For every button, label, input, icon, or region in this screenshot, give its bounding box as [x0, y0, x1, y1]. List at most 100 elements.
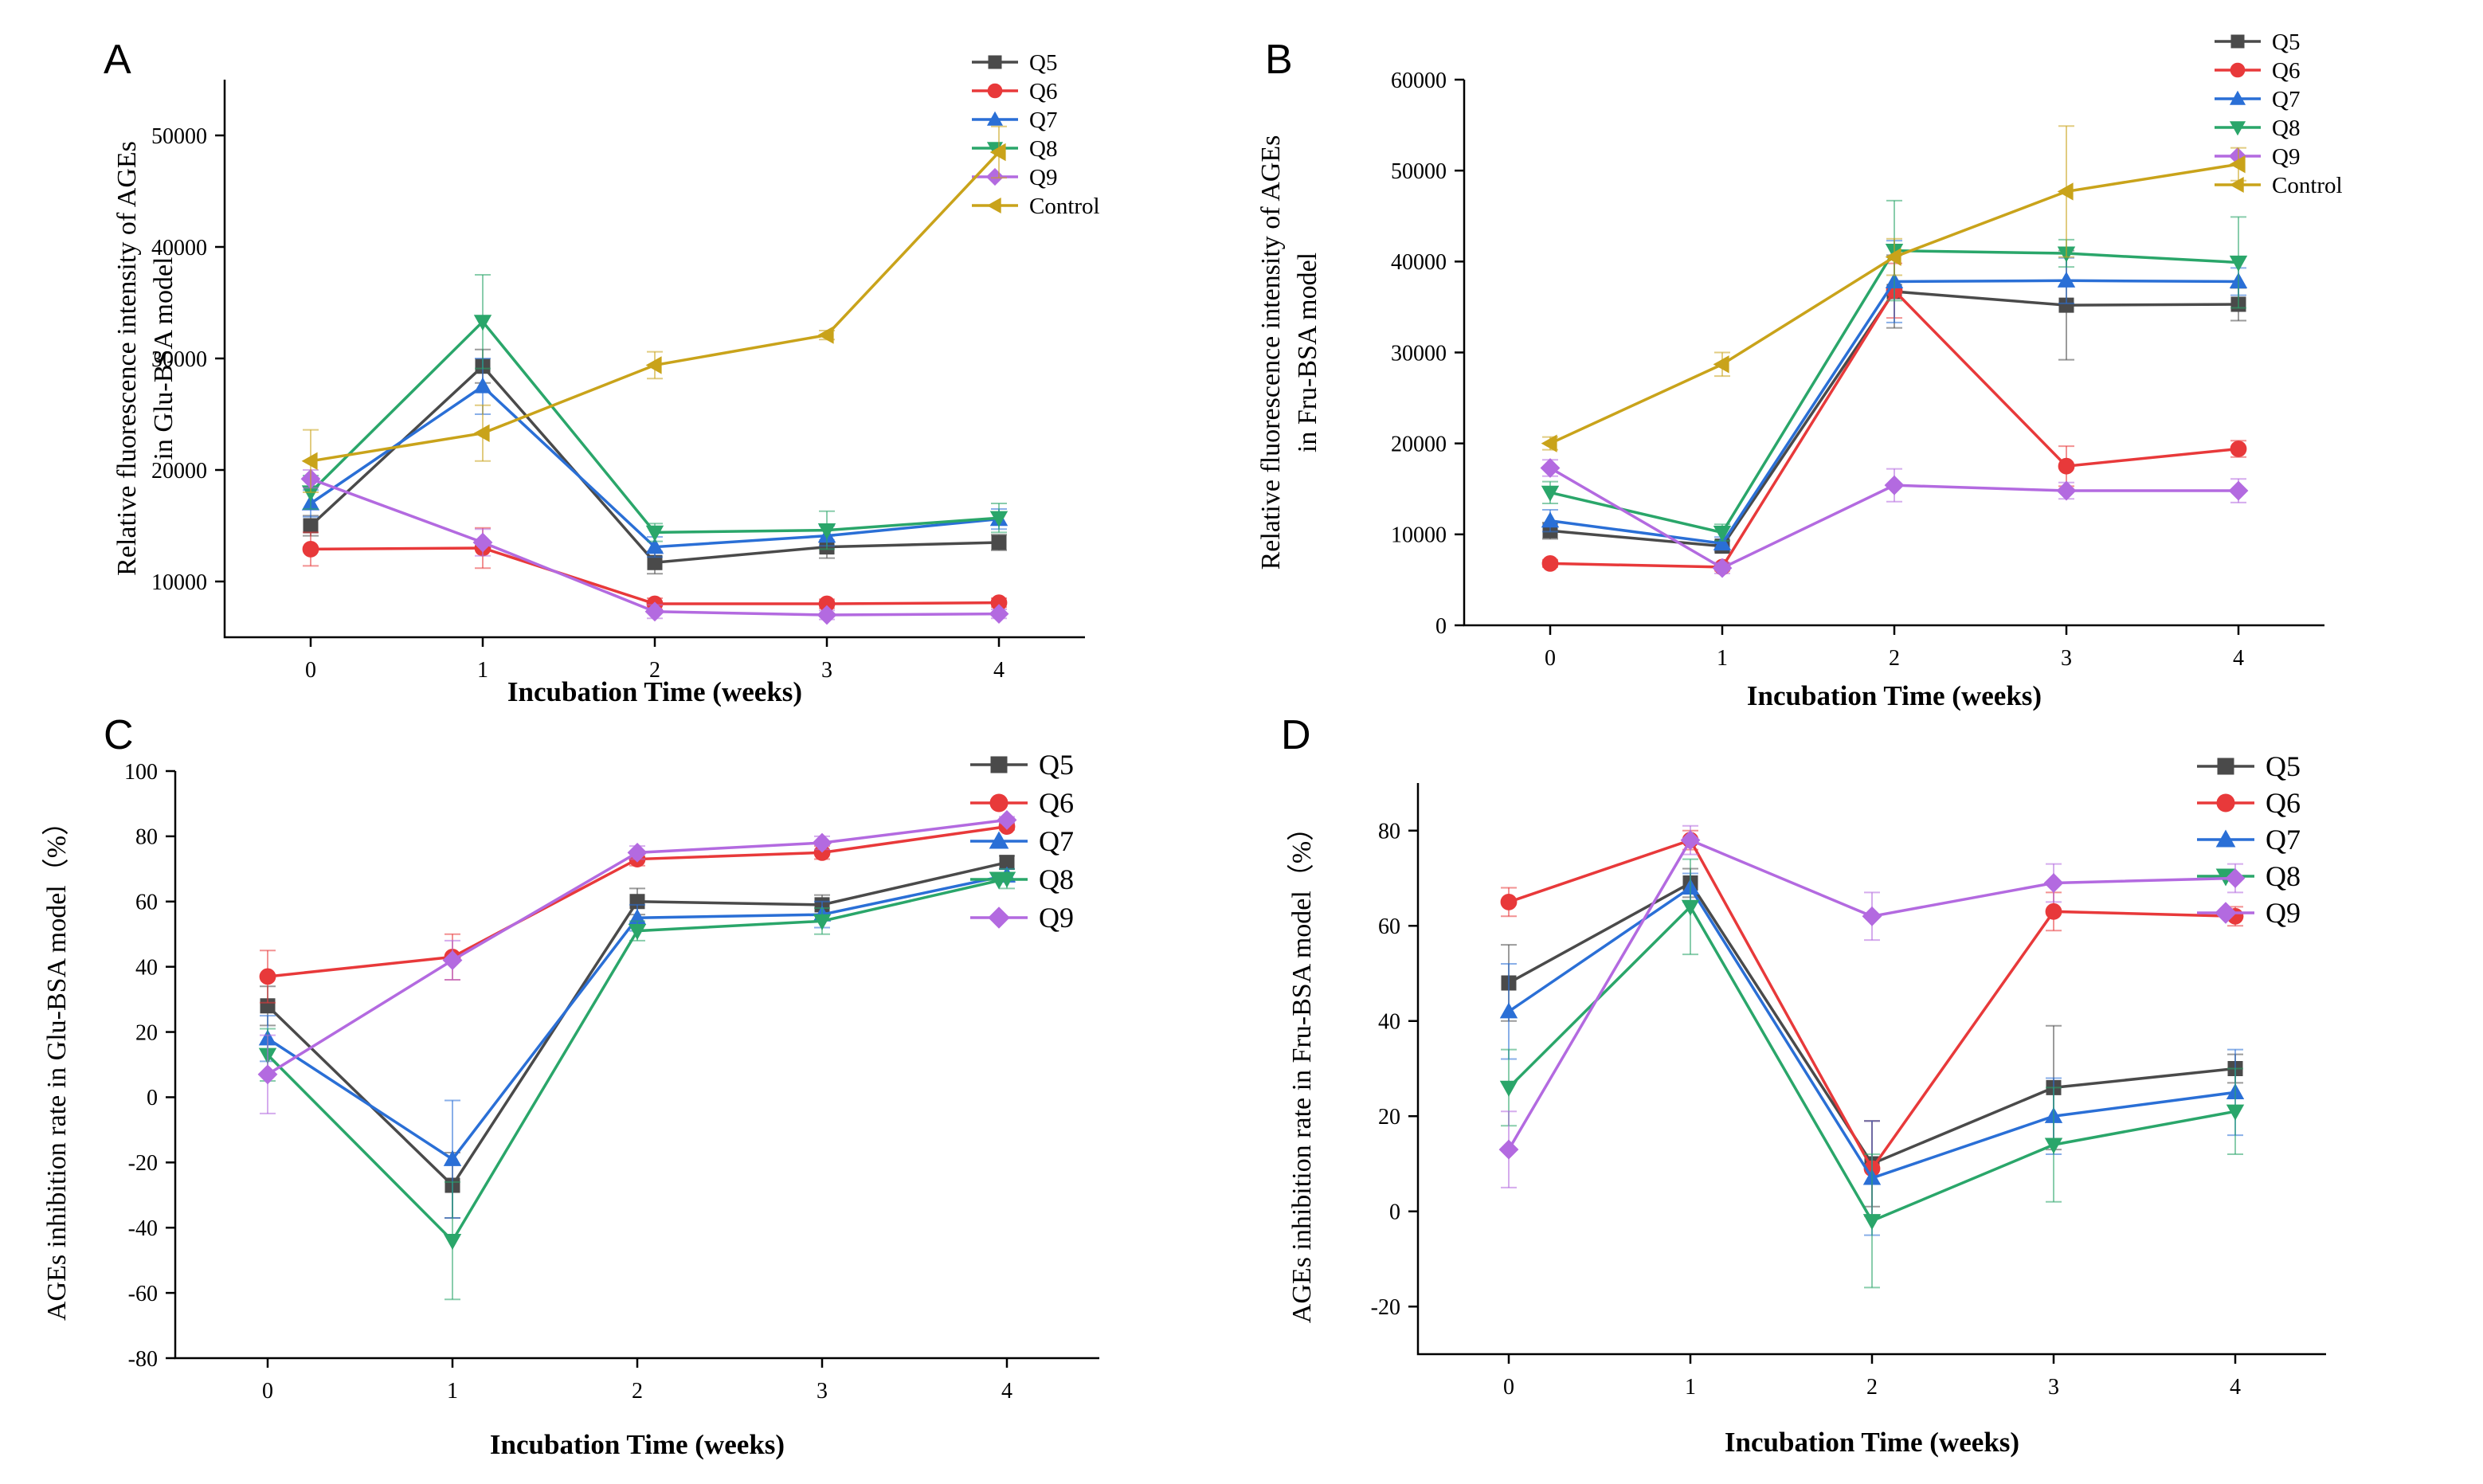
y-tick-label: 0: [1389, 1200, 1400, 1225]
x-tick-label: 3: [817, 1379, 828, 1404]
data-point-q7: [473, 377, 492, 394]
data-point-q6: [1541, 554, 1559, 572]
series-q9: [1498, 824, 2246, 1188]
data-point-q8: [628, 924, 647, 941]
series-q8: [301, 274, 1008, 550]
data-point-control: [989, 143, 1006, 162]
legend-marker: [989, 793, 1008, 812]
data-point-q8: [1541, 485, 1560, 502]
legend-label: Q7: [2272, 87, 2300, 112]
data-point-q9: [1712, 558, 1733, 578]
data-point-q5: [647, 554, 663, 570]
x-tick-label: 4: [993, 658, 1005, 683]
data-point-q8: [1713, 525, 1732, 542]
data-point-q7: [1499, 1002, 1518, 1019]
legend-label: Q7: [1029, 108, 1057, 133]
data-point-control: [645, 356, 662, 374]
legend-label: Q9: [2272, 144, 2300, 170]
y-tick-label: 20: [135, 1020, 158, 1045]
chart-panel-b: B 0 10000 20000 30000 40000 50000 60000 0 1 2 3 4 Inc…: [1256, 29, 2343, 711]
legend-marker: [2216, 793, 2235, 812]
legend-label: Q5: [2272, 29, 2300, 55]
x-tick-label: 0: [305, 658, 316, 683]
x-axis-title: Incubation Time (weeks): [490, 1429, 785, 1460]
chart-panel-a: A 10000 20000 30000 40000 50000 0 1 2 3 4 Incubatio…: [104, 37, 1100, 707]
x-tick-label: 2: [649, 658, 660, 683]
data-point-q7: [645, 538, 664, 554]
x-tick-label: 3: [821, 658, 832, 683]
x-tick-label: 0: [262, 1379, 273, 1404]
series-control: [1541, 125, 2246, 452]
data-point-q6: [2045, 903, 2062, 920]
legend-marker: [990, 756, 1008, 773]
x-axis-title: Incubation Time (weeks): [1747, 680, 2042, 711]
panel-label: A: [104, 37, 131, 83]
y-tick-label: 10000: [151, 570, 207, 595]
x-tick-label: 0: [1545, 646, 1556, 671]
y-tick-label: 0: [147, 1086, 158, 1110]
legend-marker: [985, 167, 1005, 186]
series-control: [301, 125, 1007, 493]
data-point-q7: [443, 1149, 462, 1166]
legend-label: Q5: [1029, 50, 1057, 76]
x-tick-label: 2: [1866, 1375, 1878, 1400]
legend-label: Q9: [1039, 902, 1074, 934]
y-tick-label: 60000: [1391, 69, 1447, 93]
legend-marker: [2229, 176, 2244, 194]
data-point-q8: [1681, 899, 1700, 916]
x-tick-label: 3: [2061, 646, 2072, 671]
x-tick-label: 1: [447, 1379, 458, 1404]
legend-label: Q9: [1029, 165, 1057, 190]
data-point-control: [1541, 434, 1557, 452]
data-point-q8: [989, 511, 1008, 527]
y-tick-label: 0: [1435, 614, 1447, 639]
legend-label: Q6: [2266, 787, 2301, 819]
data-point-control: [1885, 248, 1901, 266]
data-point-q9: [472, 532, 493, 553]
x-tick-label: 1: [1717, 646, 1728, 671]
panel-label: D: [1281, 712, 1311, 758]
axis-frame: [1463, 80, 2324, 627]
legend-marker: [986, 197, 1001, 214]
y-tick-label: 30000: [1391, 341, 1447, 366]
y-tick-label: 20000: [1391, 432, 1447, 456]
data-point-q8: [2044, 1137, 2063, 1154]
series-line-q6: [1549, 288, 2239, 569]
y-tick-label: 60: [1378, 914, 1400, 939]
y-tick-label: 20: [1378, 1105, 1400, 1130]
series-line-control: [310, 151, 1001, 463]
series-q9: [300, 468, 1009, 625]
legend-label: Q9: [2266, 897, 2301, 929]
data-point-q6: [2230, 441, 2247, 457]
x-tick-label: 1: [477, 658, 488, 683]
data-point-q8: [473, 315, 492, 331]
x-tick-label: 3: [2048, 1375, 2059, 1400]
data-point-q9: [1540, 458, 1561, 478]
y-tick-label: -40: [128, 1216, 158, 1241]
data-point-q9: [817, 605, 837, 625]
data-point-control: [2229, 155, 2246, 174]
y-tick-label: 40000: [151, 236, 207, 260]
legend-label: Q8: [2266, 860, 2301, 892]
y-tick-label: 30000: [151, 347, 207, 372]
y-tick-label: 10000: [1391, 523, 1447, 548]
data-point-q7: [1713, 534, 1732, 550]
legend-marker: [989, 871, 1009, 890]
series-line-q6: [1508, 838, 2236, 1172]
data-point-q5: [991, 534, 1007, 550]
data-point-q8: [443, 1234, 462, 1250]
legend-marker: [2215, 829, 2236, 848]
data-point-q5: [303, 518, 319, 534]
data-point-q6: [1500, 893, 1518, 910]
y-axis-title: AGEs inhibition rate in Glu-BSA model（%）: [41, 809, 72, 1321]
data-point-q6: [302, 541, 319, 558]
panel-label: C: [104, 712, 134, 758]
data-point-q9: [1862, 906, 1882, 926]
data-point-q6: [259, 968, 276, 985]
data-point-q9: [644, 601, 665, 622]
legend-marker: [988, 906, 1010, 929]
data-point-q8: [645, 525, 664, 542]
data-point-q9: [1498, 1139, 1519, 1160]
legend-marker: [2230, 34, 2245, 49]
data-point-control: [817, 326, 834, 344]
